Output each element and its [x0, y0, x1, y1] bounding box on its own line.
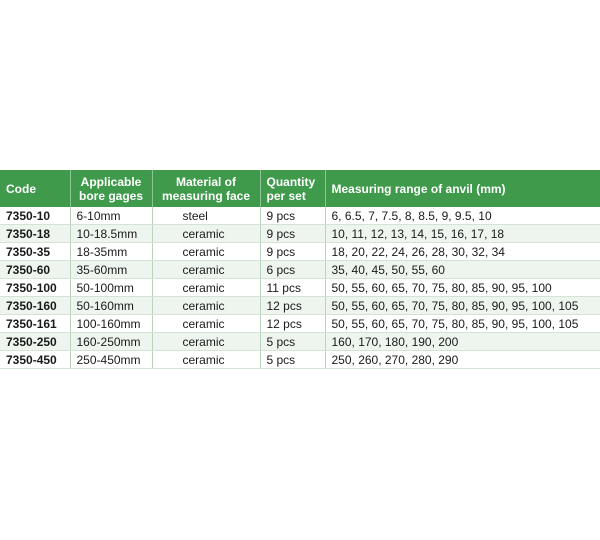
code-cell: 7350-60 — [0, 260, 71, 279]
table-cell: 50, 55, 60, 65, 70, 75, 80, 85, 90, 95, … — [325, 314, 600, 333]
table-row: 7350-161 100-160mm ceramic 12 pcs 50, 55, 60… — [0, 314, 600, 333]
table-row: 7350-18 10-18.5mm ceramic 9 pcs 10, 11, 12, … — [0, 224, 600, 243]
table-cell: 10-18.5mm — [70, 224, 153, 243]
table-cell: ceramic — [152, 332, 261, 351]
table-cell: 6, 6.5, 7, 7.5, 8, 8.5, 9, 9.5, 10 — [325, 207, 600, 225]
table-row: 7350-100 50-100mm ceramic 11 pcs 50, 55, 60,… — [0, 278, 600, 297]
table-cell: ceramic — [152, 314, 261, 333]
header-cell: Code — [0, 170, 71, 207]
table-cell: steel — [152, 207, 261, 225]
table-cell: ceramic — [152, 278, 261, 297]
table-cell: 18, 20, 22, 24, 26, 28, 30, 32, 34 — [325, 242, 600, 261]
table-body: 7350-10 6-10mm steel 9 pcs 6, 6.5, 7, 7.5, 8… — [0, 207, 600, 369]
code-cell: 7350-100 — [0, 278, 71, 297]
code-cell: 7350-160 — [0, 296, 71, 315]
table-cell: 35-60mm — [70, 260, 153, 279]
code-cell: 7350-161 — [0, 314, 71, 333]
table-cell: 9 pcs — [260, 207, 326, 225]
table-cell: 250, 260, 270, 280, 290 — [325, 350, 600, 369]
table-cell: 50-100mm — [70, 278, 153, 297]
code-cell: 7350-10 — [0, 207, 71, 225]
table-cell: 9 pcs — [260, 242, 326, 261]
table-cell: 6-10mm — [70, 207, 153, 225]
table-cell: 50, 55, 60, 65, 70, 75, 80, 85, 90, 95, … — [325, 296, 600, 315]
table-cell: ceramic — [152, 242, 261, 261]
code-cell: 7350-450 — [0, 350, 71, 369]
header-cell: Material of measuring face — [152, 170, 261, 207]
code-cell: 7350-250 — [0, 332, 71, 351]
table-cell: ceramic — [152, 260, 261, 279]
table-cell: 5 pcs — [260, 332, 326, 351]
header-cell: Applicable bore gages — [70, 170, 153, 207]
table-row: 7350-10 6-10mm steel 9 pcs 6, 6.5, 7, 7.5, 8… — [0, 207, 600, 225]
table-row: 7350-250 160-250mm ceramic 5 pcs 160, 170, 1… — [0, 332, 600, 351]
table-cell: ceramic — [152, 350, 261, 369]
table-cell: 50, 55, 60, 65, 70, 75, 80, 85, 90, 95, … — [325, 278, 600, 297]
table-row: 7350-160 50-160mm ceramic 12 pcs 50, 55, 60,… — [0, 296, 600, 315]
table-cell: 160-250mm — [70, 332, 153, 351]
spec-table: Code Applicable bore gages Material of mea… — [0, 170, 600, 369]
table-cell: 12 pcs — [260, 296, 326, 315]
header-cell: Measuring range of anvil (mm) — [325, 170, 600, 207]
table-cell: ceramic — [152, 296, 261, 315]
table-row: 7350-60 35-60mm ceramic 6 pcs 35, 40, 45, 50… — [0, 260, 600, 279]
table-cell: 5 pcs — [260, 350, 326, 369]
code-cell: 7350-35 — [0, 242, 71, 261]
table-cell: 50-160mm — [70, 296, 153, 315]
table-cell: 100-160mm — [70, 314, 153, 333]
table-row: 7350-35 18-35mm ceramic 9 pcs 18, 20, 22, 24… — [0, 242, 600, 261]
code-cell: 7350-18 — [0, 224, 71, 243]
table-cell: 6 pcs — [260, 260, 326, 279]
table-cell: 160, 170, 180, 190, 200 — [325, 332, 600, 351]
header-row: Code Applicable bore gages Material of mea… — [0, 170, 600, 207]
table-row: 7350-450 250-450mm ceramic 5 pcs 250, 260, 2… — [0, 350, 600, 369]
table-wrapper: Code Applicable bore gages Material of mea… — [0, 170, 600, 369]
table-cell: 12 pcs — [260, 314, 326, 333]
table-cell: 18-35mm — [70, 242, 153, 261]
table-cell: ceramic — [152, 224, 261, 243]
table-cell: 9 pcs — [260, 224, 326, 243]
table-cell: 250-450mm — [70, 350, 153, 369]
table-cell: 11 pcs — [260, 278, 326, 297]
table-cell: 10, 11, 12, 13, 14, 15, 16, 17, 18 — [325, 224, 600, 243]
table-cell: 35, 40, 45, 50, 55, 60 — [325, 260, 600, 279]
header-cell: Quantity per set — [260, 170, 326, 207]
